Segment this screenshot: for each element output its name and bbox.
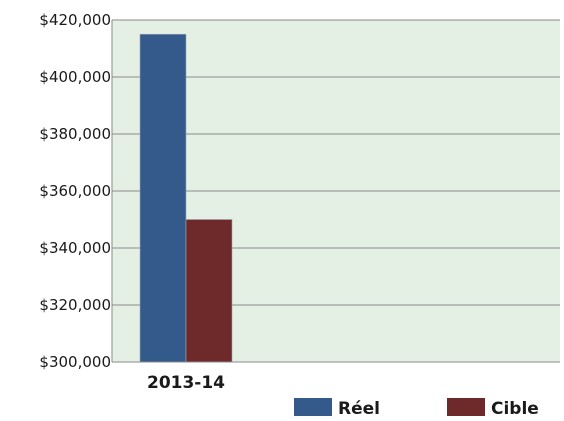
y-tick-label: $420,000 [39,11,111,29]
y-tick-label: $360,000 [39,182,111,200]
legend-label-réel: Réel [338,399,380,419]
y-tick-label: $400,000 [39,68,111,86]
bar-cible-2013-14 [185,219,233,363]
x-axis: 2013-14 [112,361,560,393]
legend-swatch-cible [447,398,485,416]
y-tick-label: $300,000 [39,353,111,371]
y-tick-label: $340,000 [39,239,111,257]
bar-réel-2013-14 [139,33,187,363]
bars [139,33,233,363]
y-axis: $300,000 $320,000 $340,000 $360,000 $380,000… [39,11,113,371]
legend: Réel Cible [294,398,539,419]
x-tick-label: 2013-14 [147,373,225,393]
legend-label-cible: Cible [491,399,539,419]
y-tick-label: $320,000 [39,296,111,314]
legend-swatch-réel [294,398,332,416]
y-tick-label: $380,000 [39,125,111,143]
